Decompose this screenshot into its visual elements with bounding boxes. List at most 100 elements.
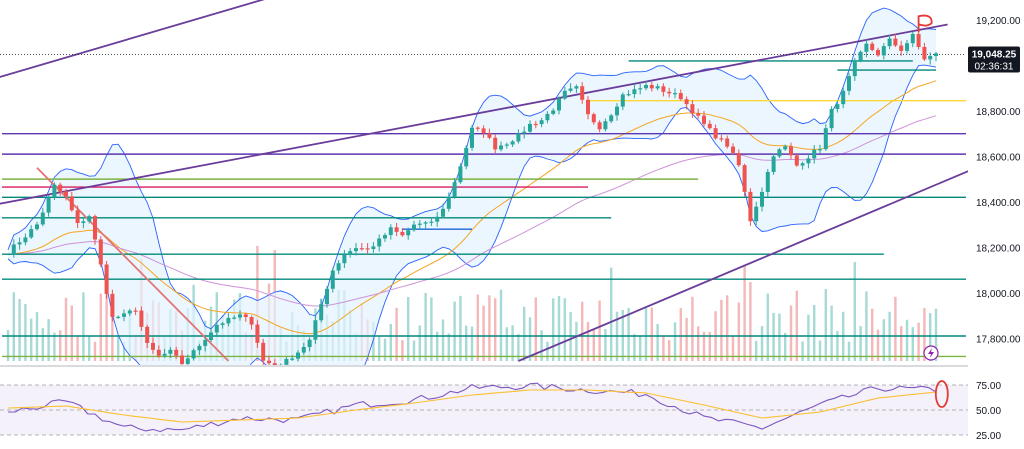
volume-bar [383, 338, 387, 361]
volume-bar [476, 294, 479, 361]
trend-line[interactable] [518, 169, 972, 362]
candle-body [760, 191, 764, 207]
candle-body [301, 347, 306, 353]
candle-body [417, 223, 422, 225]
volume-bar [633, 334, 636, 361]
volume-bar [639, 336, 642, 361]
candle-body [493, 137, 498, 150]
volume-bar [59, 330, 62, 361]
volume-bar [18, 298, 21, 361]
candle-body [794, 155, 799, 166]
candle-body [458, 166, 463, 183]
volume-bar [6, 329, 10, 361]
candle-body [365, 248, 370, 250]
candle-body [922, 46, 927, 60]
candle-body [267, 360, 271, 364]
candle-body [377, 238, 382, 247]
volume-bar [482, 305, 485, 361]
candle-body [470, 127, 474, 148]
candle-body [110, 293, 115, 317]
candle-body [841, 90, 846, 105]
candle-body [168, 349, 173, 354]
candle-body [847, 76, 851, 91]
candle-body [702, 115, 706, 124]
last-price-tag: 19,048.25 02:36:31 [968, 46, 1020, 73]
volume-bar [575, 321, 578, 361]
volume-bar [905, 319, 909, 361]
candle-body [748, 191, 753, 222]
candle-body [75, 210, 80, 224]
candle-body [127, 310, 132, 314]
candle-body [64, 191, 68, 197]
candle-body [313, 320, 318, 340]
candle-body [580, 86, 585, 100]
trend-line[interactable] [0, 0, 518, 88]
candle-body [359, 248, 364, 250]
hand-drawn-flag-annotation [917, 14, 933, 33]
candle-body [284, 358, 289, 365]
volume-bar [122, 342, 126, 361]
volume-bar [807, 314, 810, 361]
candle-body [52, 184, 57, 198]
candle-body [626, 94, 631, 96]
volume-bar [30, 318, 33, 361]
candle-body [261, 342, 266, 361]
candle-body [423, 222, 428, 224]
candle-body [226, 317, 231, 324]
candle-body [429, 221, 434, 223]
candle-body [539, 120, 544, 125]
candle-body [591, 114, 596, 123]
price-tick-label: 19,200.00 [976, 16, 1021, 27]
volume-bar [650, 307, 653, 361]
volume-bar [111, 304, 114, 361]
candle-body [644, 84, 648, 89]
candle-body [156, 349, 161, 356]
candle-body [615, 106, 619, 116]
candle-body [98, 239, 103, 265]
candle-body [905, 43, 909, 51]
candle-body [290, 358, 295, 360]
drawing-lines[interactable] [0, 0, 972, 362]
candle-body [504, 144, 509, 146]
candle-body [23, 237, 28, 243]
candle-body [481, 128, 486, 134]
oscillator-tick-label: 25.00 [976, 431, 1001, 442]
volume-bar [598, 300, 601, 361]
candle-body [325, 288, 329, 305]
volume-bar [82, 292, 85, 361]
candle-body [81, 221, 86, 224]
lightning-icon[interactable] [923, 345, 939, 361]
candle-body [893, 38, 898, 46]
volume-bar [755, 340, 758, 361]
volume-bar [41, 328, 44, 361]
price-tick-label: 18,200.00 [976, 243, 1021, 254]
volume-bar [424, 293, 427, 361]
volume-bar [766, 293, 769, 361]
candle-body [319, 304, 324, 321]
volume-bar [430, 297, 433, 361]
volume-bar [789, 305, 793, 361]
candle-body [742, 165, 747, 192]
candle-body [620, 94, 625, 107]
candle-body [655, 86, 660, 89]
volume-bar [534, 297, 537, 361]
trend-line[interactable] [36, 167, 230, 362]
candle-body [806, 158, 811, 164]
candle-body [336, 263, 341, 271]
volume-bar [372, 321, 375, 361]
oscillator-series-0 [7, 382, 937, 433]
trend-line[interactable] [0, 23, 948, 211]
candle-body [731, 146, 735, 153]
volume-bar [917, 322, 920, 361]
candle-body [145, 326, 150, 343]
price-tick-label: 17,800.00 [976, 334, 1021, 345]
candle-body [568, 88, 573, 91]
candle-body [93, 216, 97, 240]
candle-body [586, 99, 590, 115]
candle-body [916, 33, 921, 47]
candle-body [185, 358, 190, 364]
candle-body [238, 314, 242, 318]
candle-body [197, 345, 202, 351]
